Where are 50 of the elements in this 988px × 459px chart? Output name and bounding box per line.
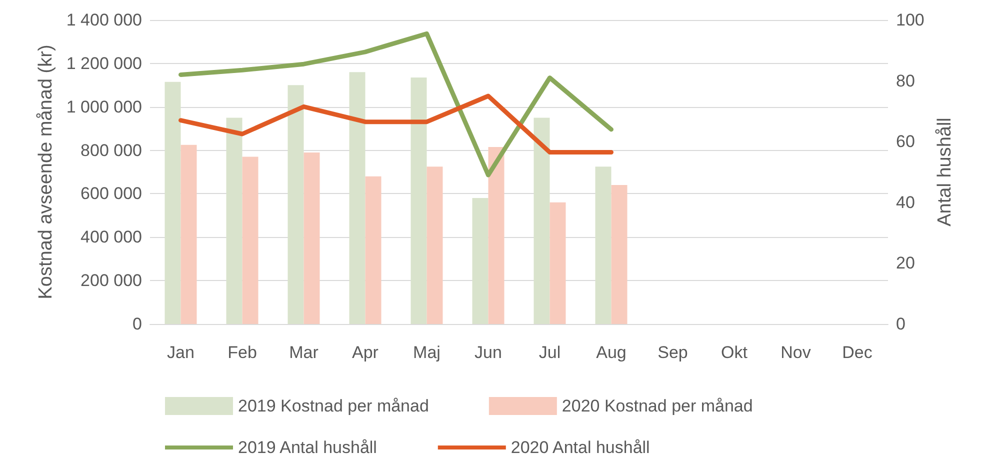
y-tick-label: 0 bbox=[132, 314, 142, 334]
x-tick-label: Jan bbox=[167, 343, 194, 362]
y-axis-title: Kostnad avseende månad (kr) bbox=[35, 44, 56, 300]
x-tick-label: Maj bbox=[413, 343, 440, 362]
y2-axis-title: Antal hushåll bbox=[934, 118, 956, 226]
y-tick-label: 800 000 bbox=[80, 140, 142, 160]
y2-tick-label: 20 bbox=[896, 254, 915, 273]
x-tick-label: Mar bbox=[289, 343, 319, 362]
x-tick-label: Okt bbox=[721, 343, 748, 362]
x-tick-label: Aug bbox=[596, 343, 626, 362]
x-tick-label: Nov bbox=[780, 343, 812, 362]
x-tick-label: Jun bbox=[474, 343, 502, 362]
bar bbox=[410, 78, 427, 324]
y-tick-label: 1 400 000 bbox=[66, 10, 142, 30]
bar bbox=[426, 166, 443, 324]
bar bbox=[304, 152, 320, 324]
x-tick-label: Feb bbox=[228, 343, 257, 362]
y-tick-label: 200 000 bbox=[80, 271, 142, 290]
bar bbox=[226, 118, 242, 324]
y2-tick-label: 80 bbox=[896, 71, 915, 90]
x-tick-label: Apr bbox=[352, 343, 379, 362]
legend-label: 2020 Kostnad per månad bbox=[562, 396, 753, 416]
bar bbox=[365, 176, 382, 324]
x-tick-label: Dec bbox=[842, 343, 873, 362]
y-tick-label: 1 200 000 bbox=[66, 54, 142, 73]
bar bbox=[550, 202, 566, 324]
y2-tick-label: 100 bbox=[896, 10, 924, 30]
bar bbox=[288, 85, 304, 324]
bar bbox=[349, 72, 366, 324]
bar bbox=[595, 166, 612, 324]
y2-tick-label: 40 bbox=[896, 192, 915, 212]
y-tick-label: 600 000 bbox=[80, 184, 142, 204]
x-tick-label: Jul bbox=[538, 343, 561, 362]
y2-tick-label: 60 bbox=[896, 132, 915, 152]
bar bbox=[472, 198, 488, 324]
legend-label: 2019 Antal hushåll bbox=[238, 438, 377, 457]
legend-label: 2019 Kostnad per månad bbox=[238, 396, 429, 416]
legend-label: 2020 Antal hushåll bbox=[510, 438, 650, 457]
line-series bbox=[178, 31, 614, 178]
line-series bbox=[178, 94, 614, 154]
bar bbox=[534, 118, 550, 324]
bar bbox=[242, 156, 258, 324]
bar bbox=[488, 147, 504, 324]
bar bbox=[180, 144, 197, 324]
y-tick-label: 1 000 000 bbox=[66, 97, 142, 116]
y-tick-label: 400 000 bbox=[80, 228, 142, 247]
y2-tick-label: 0 bbox=[896, 314, 906, 334]
bar bbox=[611, 185, 628, 324]
x-tick-label: Sep bbox=[658, 343, 688, 362]
bar bbox=[164, 82, 181, 324]
